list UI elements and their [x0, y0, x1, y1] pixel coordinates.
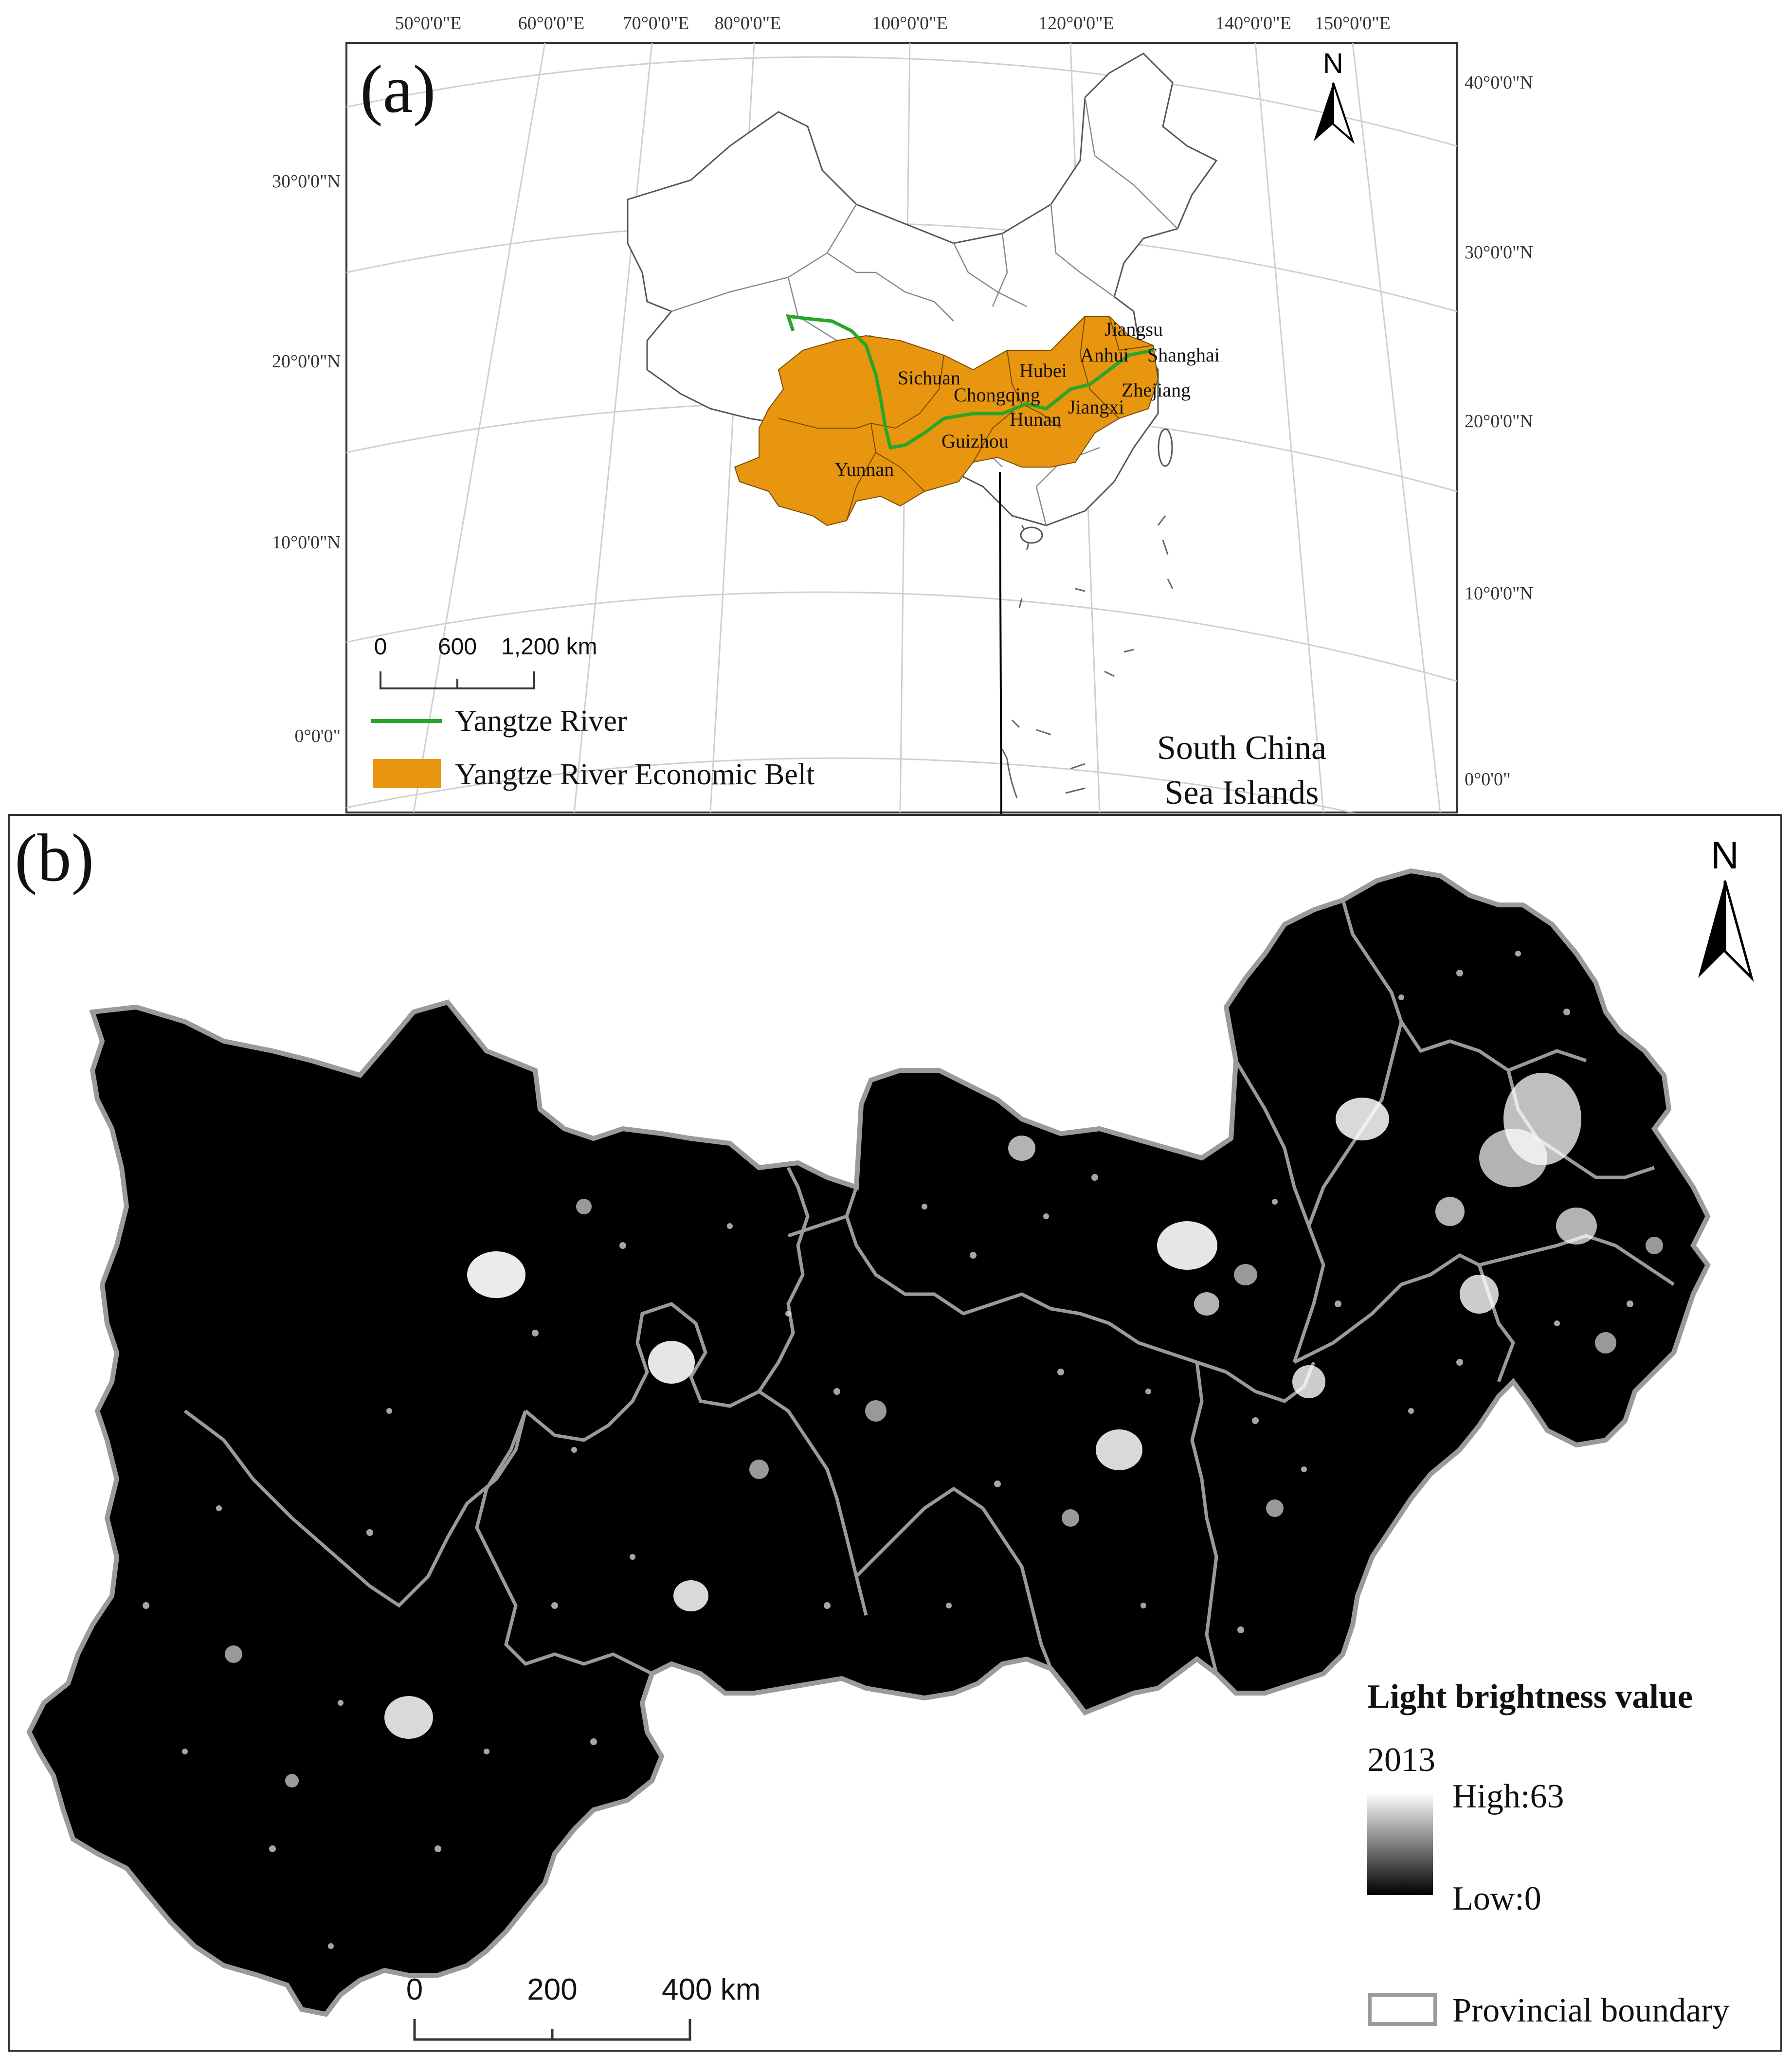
- lat-right-10: 10°0'0"N: [1465, 583, 1533, 604]
- panel-b-label: (b): [15, 820, 94, 896]
- scale-a-0: 0: [374, 634, 387, 660]
- lon-label-100: 100°0'0"E: [872, 13, 948, 34]
- longitude-labels: 50°0'0"E 60°0'0"E 70°0'0"E 80°0'0"E 100°…: [395, 13, 1391, 34]
- legend-b: Light brightness value 2013 High:63 Low:…: [1367, 1678, 1730, 2029]
- north-label-a: N: [1323, 48, 1343, 79]
- label-sichuan: Sichuan: [898, 367, 960, 389]
- latitude-labels-right: 40°0'0"N 30°0'0"N 20°0'0"N 10°0'0"N 0°0'…: [1465, 72, 1533, 790]
- lat-right-40: 40°0'0"N: [1465, 72, 1533, 93]
- lat-left-0: 0°0'0": [294, 726, 341, 746]
- lon-label-50: 50°0'0"E: [395, 13, 462, 34]
- boundary-swatch: [1368, 1993, 1437, 2026]
- legend-belt-label: Yangtze River Economic Belt: [455, 758, 815, 791]
- scale-a-600: 600: [438, 634, 477, 660]
- legend-year: 2013: [1367, 1741, 1435, 1779]
- economic-belt-area: [734, 316, 1159, 526]
- lat-left-20: 20°0'0"N: [272, 351, 341, 372]
- north-arrow-b: N: [1698, 833, 1754, 982]
- taiwan-island: [1158, 428, 1173, 467]
- label-yunnan: Yunnan: [834, 458, 894, 480]
- label-zhejiang: Zhejiang: [1122, 379, 1191, 401]
- legend-river-label: Yangtze River: [455, 704, 627, 738]
- scale-bar-b: 0 200 400 km: [406, 1973, 760, 2041]
- latitude-labels-left: 30°0'0"N 20°0'0"N 10°0'0"N 0°0'0": [272, 171, 341, 746]
- lat-right-30: 30°0'0"N: [1465, 242, 1533, 263]
- scale-b-400: 400 km: [662, 1973, 760, 2006]
- town-lights: [143, 951, 1633, 1949]
- brightness-gradient: [1367, 1793, 1433, 1895]
- label-jiangsu: Jiangsu: [1104, 318, 1163, 340]
- legend-low: Low:0: [1452, 1880, 1541, 1917]
- legend-high: High:63: [1452, 1778, 1564, 1815]
- inset-label-line2: Sea Islands: [1165, 774, 1319, 812]
- lat-right-0: 0°0'0": [1465, 769, 1511, 790]
- economic-belt-inner-lines: [778, 316, 1154, 521]
- scale-b-0: 0: [406, 1973, 423, 2006]
- city-lights: [225, 1073, 1663, 1787]
- province-labels: Jiangsu Anhui Shanghai Sichuan Hubei Cho…: [834, 318, 1220, 480]
- label-guizhou: Guizhou: [941, 430, 1009, 452]
- label-hubei: Hubei: [1019, 360, 1067, 381]
- legend-boundary-label: Provincial boundary: [1452, 1992, 1730, 2029]
- lon-label-140: 140°0'0"E: [1215, 13, 1291, 34]
- label-chongqing: Chongqing: [954, 384, 1040, 406]
- south-china-sea-marks: [1001, 515, 1174, 798]
- panel-b: (b) N Light brightness value 2013 High:6…: [8, 814, 1782, 2052]
- scale-a-1200: 1,200 km: [501, 634, 597, 660]
- scale-b-200: 200: [527, 1973, 577, 2006]
- lon-label-80: 80°0'0"E: [715, 13, 781, 34]
- lon-label-120: 120°0'0"E: [1038, 13, 1114, 34]
- panel-a-label: (a): [360, 52, 435, 127]
- inset-label-line1: South China: [1157, 729, 1326, 767]
- panel-a: (a) N 50°0'0"E 60°0'0"E 70°0'0"E 80°0'0"…: [272, 13, 1533, 1063]
- label-anhui: Anhui: [1080, 344, 1129, 366]
- lon-label-70: 70°0'0"E: [623, 13, 689, 34]
- label-shanghai: Shanghai: [1147, 344, 1220, 366]
- legend-title: Light brightness value: [1367, 1678, 1693, 1715]
- hainan-island: [1020, 526, 1043, 544]
- lon-label-60: 60°0'0"E: [518, 13, 585, 34]
- label-jiangxi: Jiangxi: [1068, 396, 1124, 418]
- yangtze-river-line: [785, 314, 1154, 450]
- north-arrow-a: N: [1314, 48, 1355, 144]
- lat-left-10: 10°0'0"N: [272, 532, 341, 553]
- north-label-b: N: [1711, 833, 1739, 877]
- label-hunan: Hunan: [1010, 408, 1062, 430]
- legend-belt-swatch: [373, 759, 441, 788]
- lat-right-20: 20°0'0"N: [1465, 411, 1533, 432]
- lat-left-30: 30°0'0"N: [272, 171, 341, 192]
- legend-a: Yangtze River Yangtze River Economic Bel…: [371, 704, 815, 791]
- scale-bar-a: 0 600 1,200 km: [374, 634, 597, 689]
- lon-label-150: 150°0'0"E: [1315, 13, 1391, 34]
